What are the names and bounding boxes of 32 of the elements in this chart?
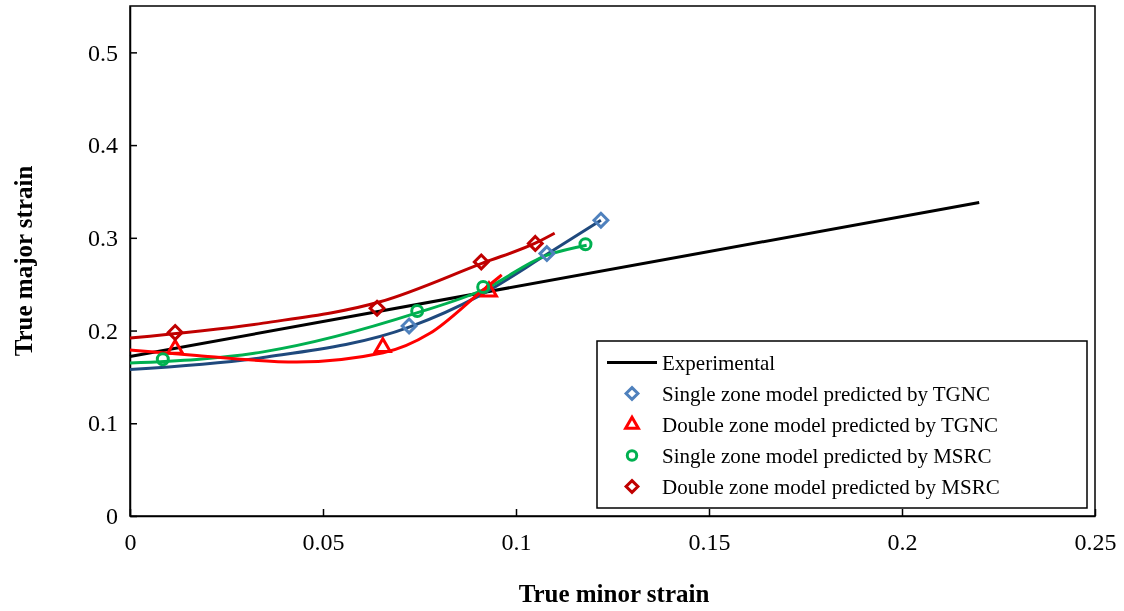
- point: [410, 304, 425, 319]
- x-tick-label: 0.05: [302, 528, 345, 555]
- x-axis-title: True minor strain: [518, 580, 710, 607]
- point: [166, 339, 185, 355]
- x-tick-label: 0.1: [501, 528, 532, 555]
- point: [166, 324, 184, 341]
- legend-label: Single zone model predicted by MSRC: [662, 443, 992, 468]
- x-tick-label: 0.25: [1074, 528, 1117, 555]
- y-tick-label: 0.1: [88, 410, 118, 437]
- point: [526, 234, 544, 252]
- legend-label: Experimental: [662, 350, 776, 375]
- point: [538, 245, 556, 262]
- y-tick-label: 0.2: [88, 317, 118, 344]
- legend-label: Single zone model predicted by TGNC: [662, 381, 990, 406]
- point: [368, 299, 386, 317]
- y-tick-label: 0.5: [88, 39, 118, 66]
- x-tick-label: 0: [124, 528, 137, 555]
- y-tick-label: 0: [106, 503, 118, 530]
- point: [472, 253, 490, 271]
- line-series: [128, 273, 504, 364]
- y-tick-label: 0.4: [88, 132, 118, 159]
- x-tick-label: 0.2: [887, 528, 918, 555]
- point: [400, 317, 418, 335]
- line-series: [128, 231, 557, 340]
- point: [155, 352, 170, 367]
- y-tick-label: 0.3: [88, 225, 118, 251]
- legend-label: Double zone model predicted by MSRC: [662, 474, 1000, 499]
- point: [373, 337, 392, 354]
- point: [592, 211, 610, 229]
- x-tick-label: 0.15: [688, 528, 731, 555]
- y-axis-title: True major strain: [10, 165, 37, 357]
- legend-label: Double zone model predicted by TGNC: [662, 412, 999, 437]
